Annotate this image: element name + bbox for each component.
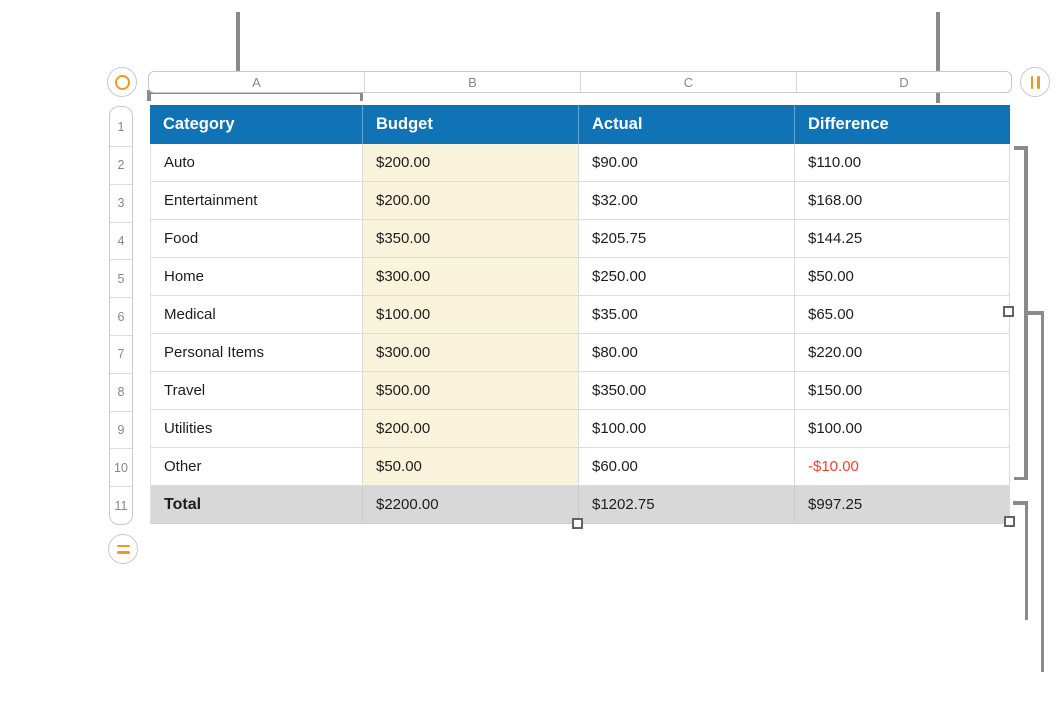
cell-a11[interactable]: Total — [150, 486, 363, 524]
cell-c11[interactable]: $1202.75 — [579, 486, 795, 524]
cell-b8[interactable]: $500.00 — [363, 372, 579, 410]
table-row: Utilities $200.00 $100.00 $100.00 — [150, 410, 1010, 448]
column-ref-d[interactable]: D — [796, 72, 1011, 92]
cell-d6[interactable]: $65.00 — [795, 296, 1010, 334]
cell-d3[interactable]: $168.00 — [795, 182, 1010, 220]
cell-b6[interactable]: $100.00 — [363, 296, 579, 334]
callout-pointer-total-vertical — [1024, 501, 1028, 620]
cell-a6[interactable]: Medical — [150, 296, 363, 334]
cell-b9[interactable]: $200.00 — [363, 410, 579, 448]
cell-a5[interactable]: Home — [150, 258, 363, 296]
table-row: Total $2200.00 $1202.75 $997.25 — [150, 486, 1010, 524]
cell-d4[interactable]: $144.25 — [795, 220, 1010, 258]
callout-line-column-d — [936, 12, 940, 103]
cell-b3[interactable]: $200.00 — [363, 182, 579, 220]
table-row: Home $300.00 $250.00 $50.00 — [150, 258, 1010, 296]
cell-d1[interactable]: Difference — [808, 115, 889, 133]
row-ref-10[interactable]: 10 — [110, 448, 132, 486]
table-select-handle[interactable] — [107, 67, 137, 97]
cell-a7[interactable]: Personal Items — [150, 334, 363, 372]
row-ref-2[interactable]: 2 — [110, 146, 132, 184]
cell-d2[interactable]: $110.00 — [795, 144, 1010, 182]
cell-b5[interactable]: $300.00 — [363, 258, 579, 296]
table-row: Other $50.00 $60.00 -$10.00 — [150, 448, 1010, 486]
column-ref-b[interactable]: B — [364, 72, 580, 92]
row-ref-9[interactable]: 9 — [110, 410, 132, 449]
cell-c7[interactable]: $80.00 — [579, 334, 795, 372]
row-ref-6[interactable]: 6 — [110, 297, 132, 335]
cell-d9[interactable]: $100.00 — [795, 410, 1010, 448]
two-horizontal-bars-icon — [116, 544, 130, 554]
cell-b4[interactable]: $350.00 — [363, 220, 579, 258]
table-row: Travel $500.00 $350.00 $150.00 — [150, 372, 1010, 410]
cell-c4[interactable]: $205.75 — [579, 220, 795, 258]
row-reference-bar: 1 2 3 4 5 6 7 8 9 10 11 — [109, 106, 133, 525]
cell-b10[interactable]: $50.00 — [363, 448, 579, 486]
cell-a4[interactable]: Food — [150, 220, 363, 258]
cell-c1[interactable]: Actual — [579, 105, 795, 144]
add-rows-button[interactable] — [108, 534, 138, 564]
cell-a2[interactable]: Auto — [150, 144, 363, 182]
cell-d8[interactable]: $150.00 — [795, 372, 1010, 410]
cell-c8[interactable]: $350.00 — [579, 372, 795, 410]
table-row: Personal Items $300.00 $80.00 $220.00 — [150, 334, 1010, 372]
row-ref-4[interactable]: 4 — [110, 221, 132, 260]
cell-b2[interactable]: $200.00 — [363, 144, 579, 182]
column-ref-c[interactable]: C — [580, 72, 796, 92]
row-ref-8[interactable]: 8 — [110, 372, 132, 411]
cell-d7[interactable]: $220.00 — [795, 334, 1010, 372]
selection-handle-corner[interactable] — [1004, 516, 1015, 527]
callout-bracket-rows-cap-bottom — [1014, 476, 1028, 480]
callout-bracket-rows — [1024, 146, 1028, 480]
callout-pointer-handle-horizontal — [1028, 311, 1044, 315]
row-ref-11[interactable]: 11 — [110, 486, 132, 524]
cell-c3[interactable]: $32.00 — [579, 182, 795, 220]
table-row: Food $350.00 $205.75 $144.25 — [150, 220, 1010, 258]
add-columns-button[interactable] — [1020, 67, 1050, 97]
selection-handle-bottom[interactable] — [572, 518, 583, 529]
cell-b11[interactable]: $2200.00 — [363, 486, 579, 524]
cell-a8[interactable]: Travel — [150, 372, 363, 410]
table-row: Auto $200.00 $90.00 $110.00 — [150, 144, 1010, 182]
two-vertical-bars-icon — [1030, 75, 1040, 89]
cell-c10[interactable]: $60.00 — [579, 448, 795, 486]
callout-pointer-total-horizontal — [1013, 501, 1028, 505]
table-row: Entertainment $200.00 $32.00 $168.00 — [150, 182, 1010, 220]
row-ref-1[interactable]: 1 — [117, 119, 125, 134]
cell-c9[interactable]: $100.00 — [579, 410, 795, 448]
cell-d5[interactable]: $50.00 — [795, 258, 1010, 296]
cell-a3[interactable]: Entertainment — [150, 182, 363, 220]
callout-line-column-a — [236, 12, 240, 91]
callout-bracket-rows-cap-top — [1014, 146, 1028, 150]
column-ref-a[interactable]: A — [252, 74, 261, 90]
row-ref-7[interactable]: 7 — [110, 334, 132, 373]
cell-a9[interactable]: Utilities — [150, 410, 363, 448]
cell-a1[interactable]: Category — [150, 105, 363, 144]
cell-d10[interactable]: -$10.00 — [795, 448, 1010, 486]
callout-bracket-column-a-cap-left — [147, 90, 151, 101]
table-row: Category Budget Actual Difference — [150, 105, 1010, 144]
cell-b7[interactable]: $300.00 — [363, 334, 579, 372]
row-ref-3[interactable]: 3 — [110, 183, 132, 222]
cell-c5[interactable]: $250.00 — [579, 258, 795, 296]
cell-c6[interactable]: $35.00 — [579, 296, 795, 334]
cell-d11[interactable]: $997.25 — [795, 486, 1010, 524]
row-ref-5[interactable]: 5 — [110, 259, 132, 297]
callout-pointer-handle-vertical — [1040, 311, 1044, 672]
circle-outline-icon — [114, 74, 130, 90]
selection-handle-right[interactable] — [1003, 306, 1014, 317]
table-row: Medical $100.00 $35.00 $65.00 — [150, 296, 1010, 334]
cell-c2[interactable]: $90.00 — [579, 144, 795, 182]
budget-table: Category Budget Actual Difference Auto $200.0… — [150, 105, 1010, 524]
cell-b1[interactable]: Budget — [363, 105, 579, 144]
cell-a10[interactable]: Other — [150, 448, 363, 486]
callout-bracket-column-a-cap-right — [359, 90, 363, 101]
